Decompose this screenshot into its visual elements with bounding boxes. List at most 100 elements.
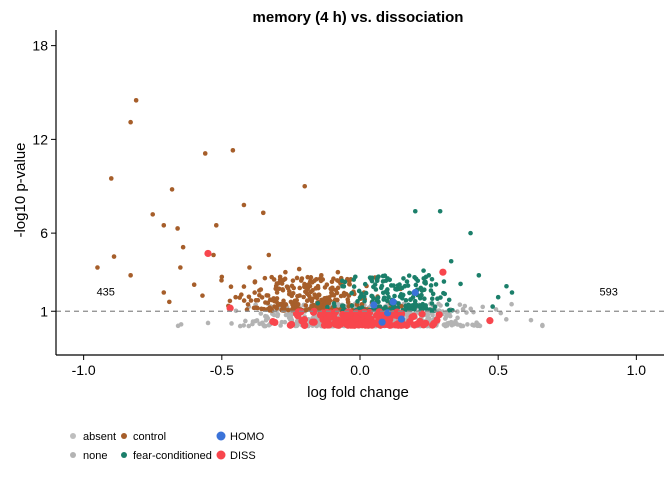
- point-none: [270, 311, 275, 317]
- point-fear-conditioned: [441, 279, 447, 284]
- point-none: [178, 322, 184, 327]
- point-control: [108, 176, 114, 181]
- point-diss: [408, 313, 416, 321]
- point-control: [266, 252, 272, 258]
- point-control: [307, 279, 313, 284]
- point-fear-conditioned: [437, 208, 443, 214]
- point-control: [245, 302, 251, 307]
- point-control: [246, 294, 252, 300]
- point-fear-conditioned: [422, 280, 427, 285]
- point-homo: [378, 318, 386, 326]
- point-none: [455, 309, 460, 314]
- point-control: [274, 296, 280, 301]
- point-fear-conditioned: [423, 304, 428, 309]
- point-control: [302, 284, 307, 290]
- point-control: [248, 298, 254, 303]
- point-none: [540, 322, 545, 328]
- point-fear-conditioned: [393, 286, 398, 292]
- point-control: [211, 252, 216, 258]
- point-control: [286, 307, 291, 313]
- point-fear-conditioned: [401, 276, 406, 281]
- point-diss: [269, 318, 277, 326]
- point-fear-conditioned: [432, 304, 438, 309]
- point-fear-conditioned: [406, 273, 412, 278]
- point-control: [288, 299, 294, 305]
- point-diss: [430, 319, 438, 328]
- point-control: [111, 254, 117, 259]
- point-control: [281, 304, 287, 310]
- point-control: [230, 148, 236, 153]
- point-control: [309, 303, 314, 309]
- point-fear-conditioned: [385, 290, 390, 296]
- point-control: [241, 298, 247, 303]
- point-diss: [418, 310, 426, 318]
- point-none: [294, 321, 300, 327]
- point-control: [296, 266, 302, 272]
- point-control: [95, 265, 100, 270]
- point-fear-conditioned: [355, 299, 360, 304]
- point-control: [270, 297, 275, 303]
- chart-title: memory (4 h) vs. dissociation: [253, 9, 464, 26]
- point-fear-conditioned: [458, 281, 463, 287]
- point-none: [335, 301, 341, 307]
- point-none: [283, 312, 289, 318]
- point-control: [305, 274, 310, 280]
- point-none: [509, 301, 514, 307]
- point-control: [281, 298, 286, 304]
- point-fear-conditioned: [446, 297, 452, 303]
- point-control: [308, 275, 314, 280]
- point-control: [150, 212, 156, 217]
- point-fear-conditioned: [391, 283, 396, 288]
- point-fear-conditioned: [369, 293, 374, 299]
- legend-key-diss: [216, 450, 226, 460]
- point-control: [304, 298, 310, 304]
- point-fear-conditioned: [369, 275, 375, 281]
- point-control: [289, 283, 295, 289]
- point-fear-conditioned: [446, 307, 452, 313]
- point-control: [169, 187, 175, 192]
- x-tick-label: 0.0: [350, 362, 370, 378]
- point-fear-conditioned: [392, 293, 397, 299]
- point-fear-conditioned: [325, 304, 330, 310]
- point-fear-conditioned: [362, 298, 367, 304]
- point-none: [455, 315, 460, 321]
- point-fear-conditioned: [428, 283, 434, 288]
- point-none: [453, 320, 458, 325]
- point-none: [442, 316, 448, 321]
- point-fear-conditioned: [359, 305, 365, 310]
- point-control: [295, 301, 301, 307]
- point-control: [272, 304, 277, 309]
- point-control: [302, 183, 308, 189]
- point-control: [335, 297, 340, 303]
- point-fear-conditioned: [417, 303, 423, 308]
- point-control: [309, 298, 315, 304]
- point-none: [237, 323, 243, 329]
- point-none: [282, 319, 288, 325]
- point-diss: [364, 311, 372, 320]
- point-none: [503, 317, 509, 322]
- point-control: [247, 265, 252, 270]
- legend-label-homo: HOMO: [230, 431, 265, 443]
- point-fear-conditioned: [380, 279, 386, 284]
- point-fear-conditioned: [385, 276, 390, 281]
- point-none: [465, 322, 470, 327]
- point-fear-conditioned: [385, 298, 390, 304]
- point-control: [294, 275, 300, 281]
- point-control: [304, 288, 309, 293]
- point-control: [161, 223, 167, 228]
- point-diss: [298, 317, 306, 325]
- point-fear-conditioned: [408, 297, 413, 302]
- point-homo: [389, 298, 397, 306]
- point-fear-conditioned: [428, 288, 434, 293]
- x-axis-label: log fold change: [307, 384, 409, 401]
- point-control: [228, 284, 234, 290]
- point-fear-conditioned: [413, 276, 419, 282]
- y-ticks: 1 6 12 18: [32, 38, 56, 319]
- point-control: [330, 291, 335, 297]
- point-fear-conditioned: [397, 282, 402, 287]
- point-control: [319, 273, 324, 278]
- point-none: [263, 313, 268, 319]
- point-control: [265, 300, 271, 306]
- point-control: [269, 308, 275, 313]
- point-control: [277, 301, 283, 307]
